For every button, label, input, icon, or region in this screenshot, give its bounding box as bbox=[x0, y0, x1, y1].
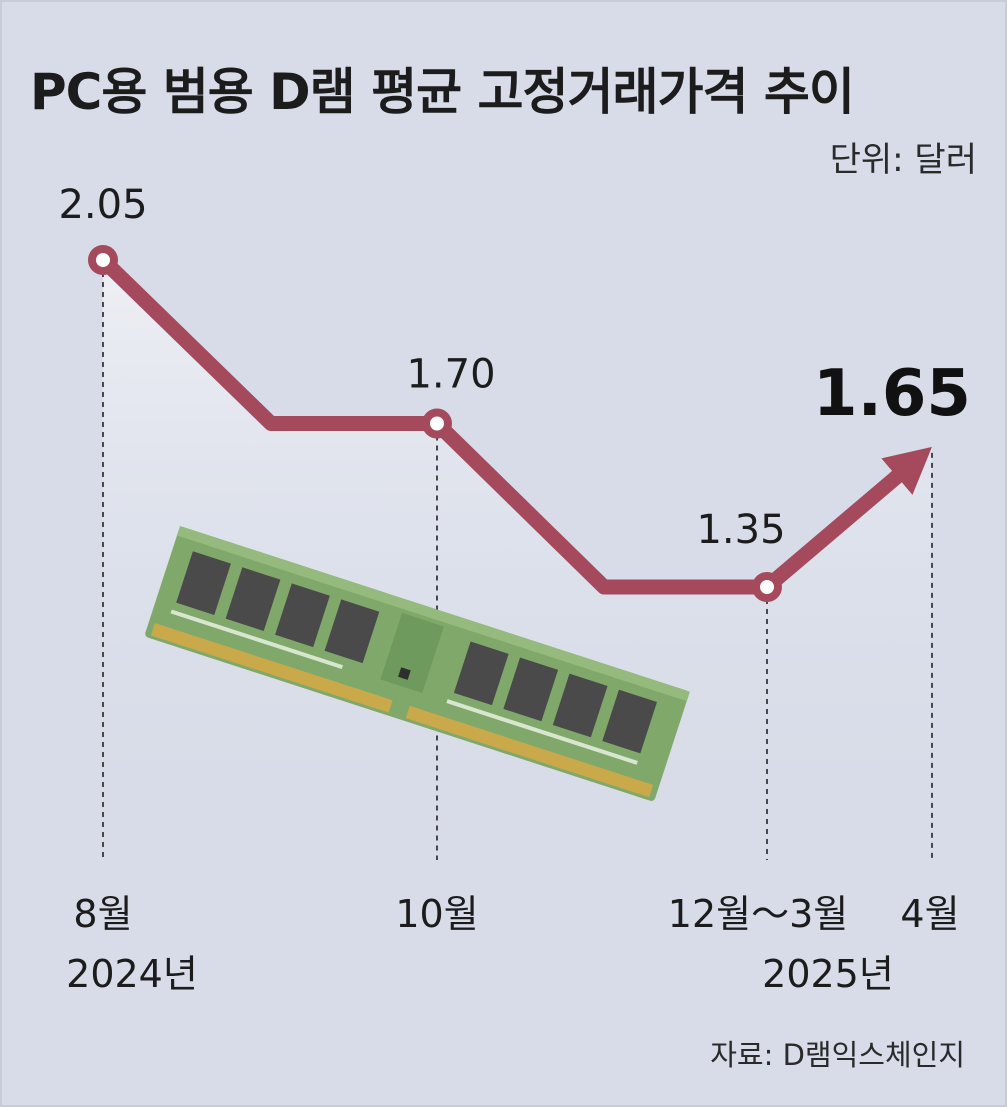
trend-arrowhead bbox=[881, 446, 932, 495]
x-axis-year-label: 2024년 bbox=[66, 952, 198, 996]
ram-module-icon bbox=[145, 526, 690, 801]
x-axis-label: 4월 bbox=[900, 892, 959, 936]
data-point-marker bbox=[422, 408, 452, 439]
data-point-marker bbox=[88, 245, 118, 275]
data-label: 2.05 bbox=[58, 182, 147, 228]
x-axis-label: 12월～3월 bbox=[668, 892, 848, 936]
data-label-highlight: 1.65 bbox=[813, 357, 971, 431]
chart-title: PC용 범용 D램 평균 고정거래가격 추이 bbox=[30, 63, 855, 121]
price-line bbox=[95, 252, 917, 595]
x-axis-label: 10월 bbox=[395, 892, 478, 936]
x-axis-label: 8월 bbox=[73, 892, 132, 936]
data-label: 1.35 bbox=[696, 507, 785, 553]
data-label: 1.70 bbox=[406, 352, 495, 398]
unit-label: 단위: 달러 bbox=[829, 140, 977, 180]
plot-layer: 2.05 1.70 1.35 1.65 bbox=[58, 182, 971, 602]
data-point-marker bbox=[752, 572, 782, 602]
area-fill bbox=[103, 260, 932, 862]
source-label: 자료: D램익스체인지 bbox=[710, 1038, 965, 1072]
x-axis-year-label: 2025년 bbox=[762, 952, 894, 996]
